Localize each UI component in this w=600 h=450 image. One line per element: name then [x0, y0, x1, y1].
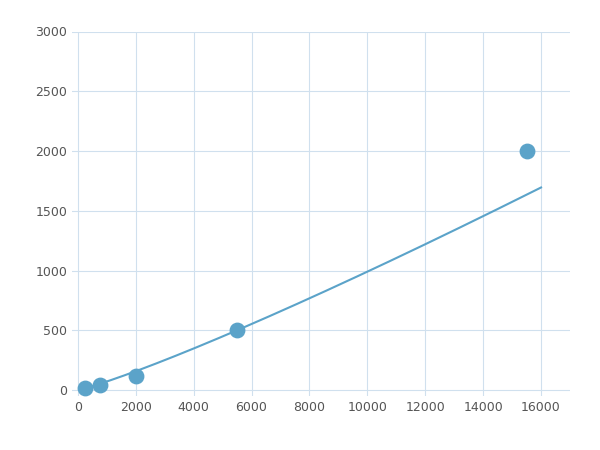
Point [80, 384, 90, 391]
Point [131, 372, 140, 379]
Point [522, 148, 532, 155]
Point [232, 327, 242, 334]
Point [95, 382, 104, 389]
